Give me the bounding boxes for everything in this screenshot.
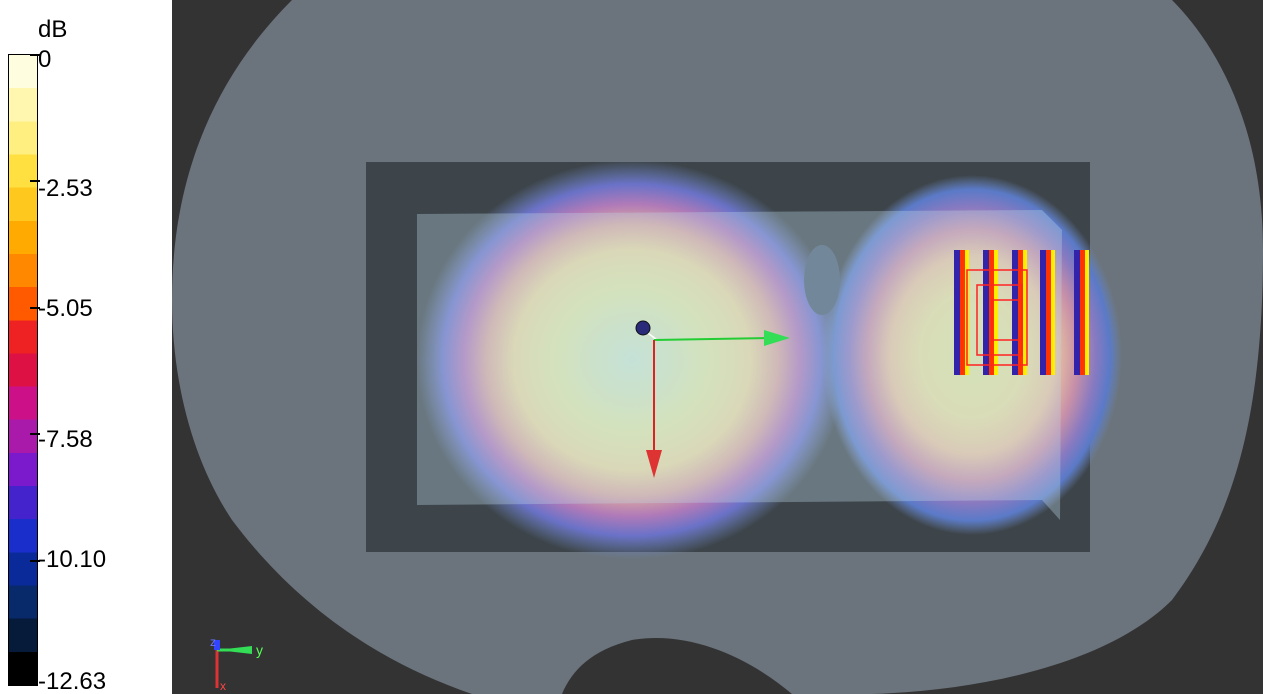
colorbar-tick-label: -2.53 [38, 175, 93, 202]
colorbar-tick-label: -10.10 [38, 546, 107, 573]
viewport-scene: y z x [172, 0, 1263, 694]
axis-z-label: z [210, 635, 216, 649]
colorbar-tick-label: 0 [38, 46, 52, 73]
colorbar-unit-label: dB [38, 16, 68, 43]
coil-array [954, 250, 1089, 375]
colorbar-tick-mark [30, 54, 40, 56]
colorbar-tick-label: -5.05 [38, 295, 93, 322]
colorbar-tick-label: -12.63 [38, 668, 107, 694]
colorbar-legend: dB 0 -2.53 -5.05 -7.58 -10.10 -12.63 [0, 0, 172, 694]
colorbar-tick-mark [30, 433, 40, 435]
field-minimum [804, 245, 840, 315]
colorbar-gradient [8, 54, 38, 686]
axis-y-label: y [256, 642, 263, 658]
3d-viewport[interactable]: y z x [172, 0, 1263, 694]
colorbar-tick-mark [30, 180, 40, 182]
colorbar-tick-mark [30, 307, 40, 309]
field-lobe-left [417, 160, 847, 560]
axis-triad: y z x [210, 635, 263, 693]
cross-section-plane [417, 210, 1062, 520]
axis-x-label: x [220, 679, 226, 693]
colorbar-tick-mark [30, 560, 40, 562]
coordinate-arrows [635, 320, 790, 478]
colorbar-tick-label: -7.58 [38, 426, 93, 453]
